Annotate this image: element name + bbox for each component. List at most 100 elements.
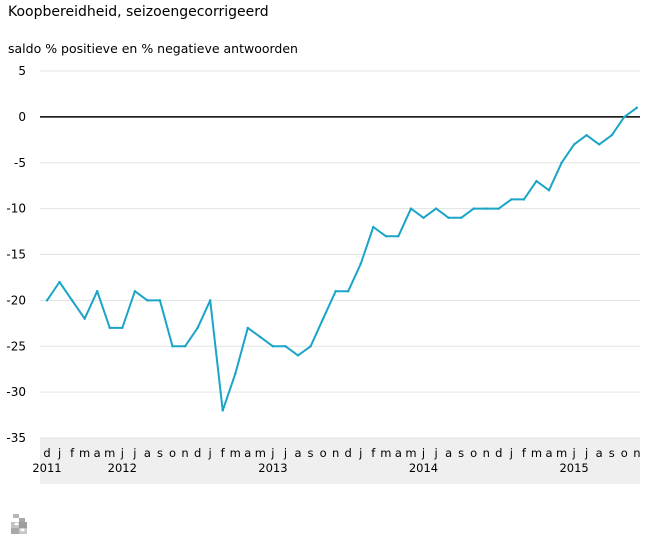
series-line <box>46 106 638 412</box>
data-point <box>510 198 513 201</box>
x-tick-label: n <box>633 446 640 460</box>
data-point <box>271 345 275 348</box>
x-tick-label: m <box>104 446 115 460</box>
data-point <box>70 299 74 302</box>
data-point <box>623 115 626 119</box>
x-tick-label: o <box>320 446 327 460</box>
x-tick-label: f <box>221 446 226 460</box>
data-point <box>497 207 500 210</box>
data-point <box>334 290 337 293</box>
data-point <box>384 234 388 238</box>
x-tick-label: j <box>132 446 136 460</box>
x-tick-label: a <box>545 446 552 460</box>
x-tick-label: n <box>181 446 188 460</box>
data-point <box>83 317 86 320</box>
data-point <box>635 106 639 109</box>
y-tick-label: -15 <box>6 248 26 262</box>
data-point <box>598 143 601 146</box>
x-tick-label: a <box>244 446 251 460</box>
data-point <box>572 143 576 146</box>
x-tick-label: m <box>531 446 542 460</box>
y-tick-label: -30 <box>6 385 26 399</box>
x-tick-label: j <box>571 446 575 460</box>
x-tick-label: d <box>345 446 352 460</box>
x-tick-label: m <box>230 446 241 460</box>
data-point <box>246 326 249 330</box>
data-point <box>96 290 99 293</box>
data-point <box>347 290 350 293</box>
x-tick-label: m <box>79 446 90 460</box>
data-point <box>309 345 312 348</box>
y-tick-label: -10 <box>6 202 26 216</box>
x-tick-label: j <box>358 446 362 460</box>
x-tick-label: d <box>194 446 201 460</box>
x-tick-label: a <box>144 446 151 460</box>
data-point <box>133 290 137 293</box>
data-point <box>447 216 450 219</box>
x-tick-label: f <box>522 446 527 460</box>
data-point <box>585 134 588 137</box>
grid-layer <box>40 70 640 439</box>
x-tick-label: o <box>470 446 477 460</box>
x-tick-label: a <box>294 446 301 460</box>
x-tick-label: n <box>332 446 339 460</box>
data-point <box>196 326 199 330</box>
x-tick-label: a <box>445 446 452 460</box>
x-year-label: 2014 <box>409 461 438 475</box>
data-point <box>535 179 538 183</box>
data-point <box>397 234 400 238</box>
x-tick-label: o <box>169 446 176 460</box>
y-axis-ticks: 5 0 -5 -10 -15 -20 -25 -30 -35 <box>6 64 26 445</box>
x-tick-label: f <box>371 446 376 460</box>
x-tick-label: j <box>283 446 287 460</box>
x-tick-label: j <box>433 446 437 460</box>
data-point <box>547 189 551 192</box>
x-tick-label: s <box>157 446 163 460</box>
x-tick-label: a <box>395 446 402 460</box>
data-point <box>146 299 149 302</box>
data-point <box>560 161 563 164</box>
x-tick-label: j <box>120 446 124 460</box>
data-point <box>434 207 438 210</box>
y-tick-label: 5 <box>18 64 26 78</box>
x-year-label: 2015 <box>559 461 588 475</box>
data-point <box>284 345 287 348</box>
chart-title: Koopbereidheid, seizoengecorrigeerd <box>8 4 269 20</box>
data-point <box>321 317 325 320</box>
x-year-label: 2011 <box>32 461 61 475</box>
y-tick-label: -25 <box>6 339 26 353</box>
data-point <box>296 354 300 357</box>
x-tick-label: j <box>270 446 274 460</box>
x-tick-label: s <box>308 446 314 460</box>
x-tick-label: s <box>458 446 464 460</box>
x-axis-band <box>40 438 640 484</box>
x-tick-label: d <box>495 446 502 460</box>
data-point <box>522 198 526 201</box>
x-tick-label: d <box>43 446 50 460</box>
data-point <box>208 299 212 302</box>
data-point <box>359 262 362 265</box>
x-tick-label: j <box>509 446 513 460</box>
data-point <box>221 409 224 412</box>
data-point <box>610 134 613 137</box>
chart-subtitle: saldo % positieve en % negatieve antwoor… <box>8 41 298 56</box>
x-tick-label: o <box>621 446 628 460</box>
data-point <box>472 207 475 210</box>
data-point <box>259 335 262 339</box>
data-point <box>121 326 124 330</box>
data-point <box>108 326 111 330</box>
x-tick-label: j <box>421 446 425 460</box>
y-tick-label: -5 <box>14 156 26 170</box>
y-tick-label: -35 <box>6 431 26 445</box>
data-point <box>234 372 237 375</box>
x-tick-label: m <box>556 446 567 460</box>
x-tick-label: s <box>609 446 615 460</box>
x-tick-label: m <box>405 446 416 460</box>
x-tick-label: j <box>208 446 212 460</box>
x-tick-label: m <box>255 446 266 460</box>
data-point <box>372 225 375 229</box>
x-tick-label: m <box>380 446 391 460</box>
data-point <box>459 216 463 219</box>
data-point <box>45 299 49 302</box>
